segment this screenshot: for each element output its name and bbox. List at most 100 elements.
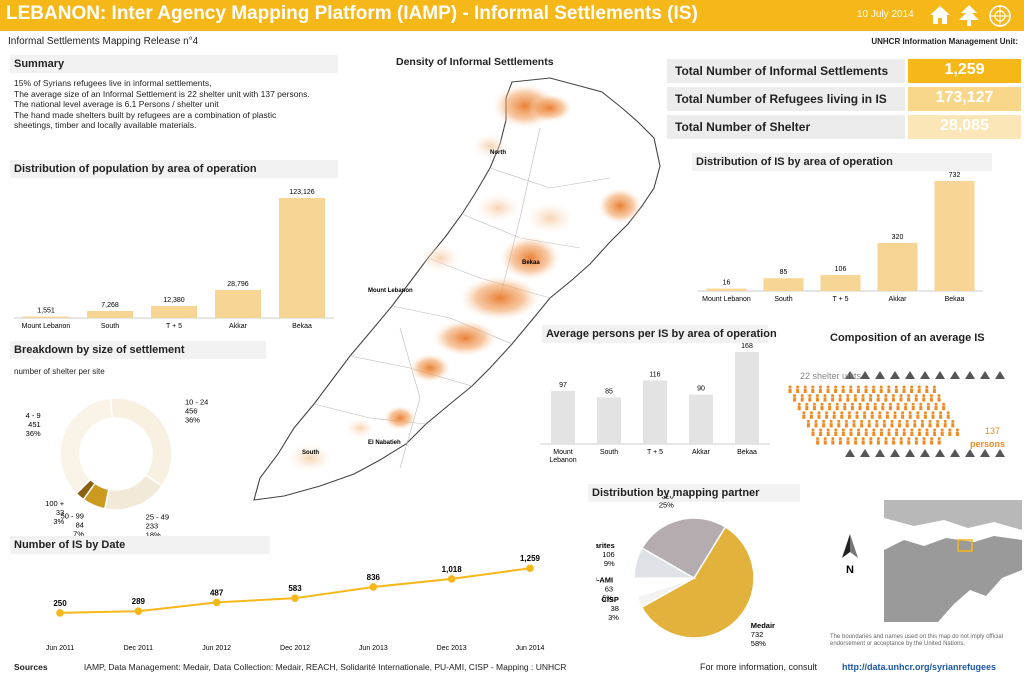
- north-arrow-icon: N: [842, 534, 858, 576]
- person-icon: [831, 394, 835, 398]
- pie-slice: [59, 397, 114, 495]
- person-icon: [793, 394, 797, 398]
- bar-value-label: 106: [835, 266, 847, 273]
- person-icon: [815, 397, 819, 402]
- category-label: Akkar: [229, 323, 248, 330]
- person-icon: [942, 406, 946, 411]
- person-icon: [922, 397, 926, 402]
- bar-value-label: 123,126: [289, 189, 314, 196]
- person-icon: [901, 414, 905, 419]
- person-icon: [926, 402, 930, 406]
- person-icon: [800, 394, 804, 398]
- category-label: T + 5: [832, 296, 848, 303]
- person-icon: [893, 414, 897, 419]
- bar: [643, 380, 667, 444]
- person-icon: [930, 440, 934, 445]
- person-icon: [910, 431, 914, 436]
- person-icon: [875, 419, 879, 423]
- bar: [151, 305, 197, 318]
- person-icon: [948, 428, 952, 432]
- person-icon: [808, 394, 812, 398]
- bar: [763, 278, 804, 291]
- date-tick-label: Jun 2012: [202, 645, 231, 652]
- bar: [87, 310, 133, 318]
- person-icon: [904, 406, 908, 411]
- person-icon: [884, 437, 888, 441]
- person-icon: [951, 419, 955, 423]
- person-icon: [951, 423, 955, 428]
- person-icon: [902, 385, 906, 389]
- person-icon: [853, 397, 857, 402]
- person-icon: [861, 440, 865, 445]
- person-icon: [854, 440, 858, 445]
- person-icon: [942, 402, 946, 406]
- data-point: [447, 575, 456, 583]
- slice-value: 38: [611, 604, 619, 613]
- is-area-chart-title: Distribution of IS by area of operation: [692, 153, 992, 171]
- person-icon: [856, 385, 860, 389]
- person-icon: [876, 440, 880, 445]
- shelter-icon: [935, 449, 945, 457]
- map-label-nabatieh: El Nabatieh: [368, 440, 401, 446]
- person-icon: [841, 388, 845, 393]
- date-tick-label: Dec 2012: [280, 645, 310, 652]
- slice-value: 456: [185, 406, 198, 415]
- person-icon: [870, 414, 874, 419]
- shelter-icon: [890, 449, 900, 457]
- slice-label: Solidarites: [596, 541, 615, 550]
- person-icon: [902, 431, 906, 436]
- person-icon: [861, 397, 865, 402]
- person-icon: [914, 394, 918, 398]
- person-icon: [904, 402, 908, 406]
- person-icon: [929, 394, 933, 398]
- person-icon: [925, 385, 929, 389]
- footer-link[interactable]: http://data.unhcr.org/syrianrefugees: [842, 662, 997, 672]
- point-label: 1,259: [520, 554, 541, 563]
- shelter-icon: [950, 449, 960, 457]
- date-tick-label: Jun 2014: [516, 645, 545, 652]
- person-icon: [894, 388, 898, 393]
- person-icon: [823, 397, 827, 402]
- person-icon: [803, 388, 807, 393]
- person-icon: [937, 394, 941, 398]
- person-icon: [940, 428, 944, 432]
- point-label: 1,018: [442, 565, 463, 574]
- slice-label: Medair: [751, 621, 775, 630]
- person-icon: [825, 414, 829, 419]
- person-icon: [811, 388, 815, 393]
- date-tick-label: Jun 2013: [359, 645, 388, 652]
- shelter-icon: [920, 449, 930, 457]
- person-icon: [907, 440, 911, 445]
- person-icon: [793, 397, 797, 402]
- person-icon: [864, 428, 868, 432]
- person-icon: [822, 419, 826, 423]
- person-icon: [882, 419, 886, 423]
- person-icon: [852, 419, 856, 423]
- person-icon: [911, 406, 915, 411]
- data-point: [56, 609, 64, 617]
- person-icon: [811, 431, 815, 436]
- person-icon: [884, 440, 888, 445]
- kpi-label: Total Number of Informal Settlements: [667, 59, 905, 83]
- person-icon: [884, 397, 888, 402]
- person-icon: [796, 385, 800, 389]
- person-icon: [835, 402, 839, 406]
- person-icon: [902, 388, 906, 393]
- person-icon: [797, 402, 801, 406]
- person-icon: [835, 406, 839, 411]
- person-icon: [846, 440, 850, 445]
- kpi-value: 28,085: [908, 115, 1021, 139]
- person-icon: [891, 397, 895, 402]
- person-icon: [812, 406, 816, 411]
- person-icon: [940, 431, 944, 436]
- person-icon: [913, 419, 917, 423]
- shelter-icon: [875, 449, 885, 457]
- person-icon: [872, 388, 876, 393]
- person-icon: [899, 440, 903, 445]
- person-icon: [916, 411, 920, 415]
- sources-label: Sources: [14, 662, 48, 672]
- person-icon: [860, 423, 864, 428]
- person-icon: [939, 414, 943, 419]
- person-icon: [913, 423, 917, 428]
